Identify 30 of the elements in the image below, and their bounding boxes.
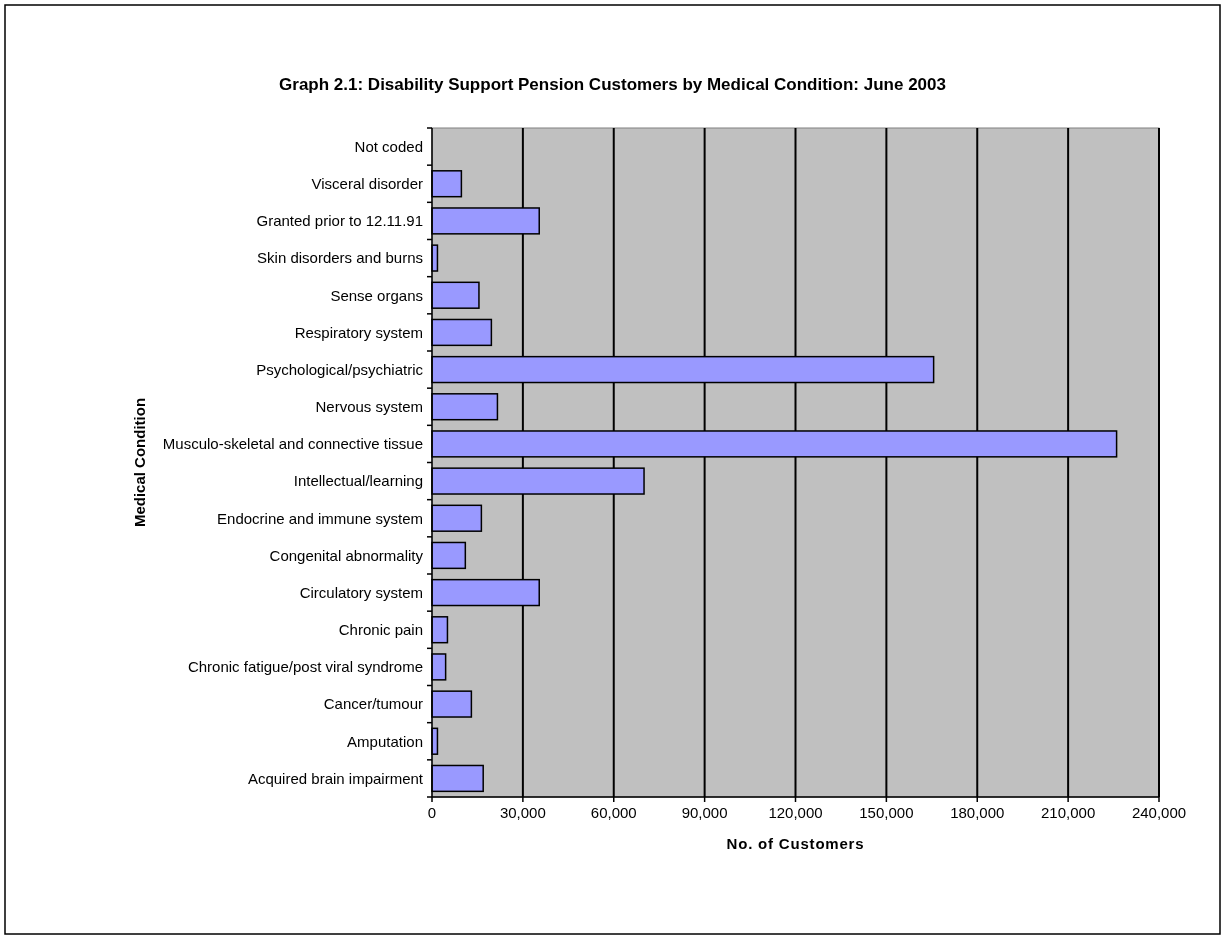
y-tick-label: Sense organs xyxy=(330,286,423,304)
y-tick-label: Acquired brain impairment xyxy=(247,769,424,787)
y-tick-label: Congenital abnormality xyxy=(269,546,424,564)
y-tick-label: Circulatory system xyxy=(299,583,423,601)
x-tick-label: 150,000 xyxy=(859,804,914,821)
y-tick-label: Nervous system xyxy=(315,398,423,415)
x-tick-label: 30,000 xyxy=(499,804,546,821)
y-tick-label: Not coded xyxy=(354,137,423,155)
y-tick-label: Chronic fatigue/post viral syndrome xyxy=(187,658,423,676)
x-tick-label: 60,000 xyxy=(590,804,637,821)
y-tick-label: Skin disorders and burns xyxy=(257,249,423,267)
y-axis-title: Medical Condition xyxy=(131,397,148,528)
y-tick-label: Musculo-skeletal and connective tissue xyxy=(162,435,423,453)
y-tick-label: Visceral disorder xyxy=(311,175,423,192)
x-tick-label: 120,000 xyxy=(768,804,823,821)
y-tick-label: Amputation xyxy=(347,732,423,750)
x-tick-label: 0 xyxy=(427,804,437,821)
y-tick-label: Intellectual/learning xyxy=(293,472,423,490)
x-tick-label: 180,000 xyxy=(950,804,1005,821)
y-tick-label: Endocrine and immune system xyxy=(217,509,423,527)
chart-title: Graph 2.1: Disability Support Pension Customers by Medical Condition: June 2003 xyxy=(279,75,946,94)
y-tick-label: Granted prior to 12.11.91 xyxy=(256,212,423,230)
x-axis-title: No. of Customers xyxy=(726,835,865,852)
x-tick-label: 90,000 xyxy=(681,804,728,821)
x-tick-label: 210,000 xyxy=(1041,804,1096,821)
x-tick-label: 240,000 xyxy=(1131,804,1187,821)
y-tick-label: Cancer/tumour xyxy=(323,695,423,713)
y-tick-label: Respiratory system xyxy=(294,323,423,341)
y-tick-label: Chronic pain xyxy=(338,621,423,638)
y-tick-label: Psychological/psychiatric xyxy=(256,360,424,378)
